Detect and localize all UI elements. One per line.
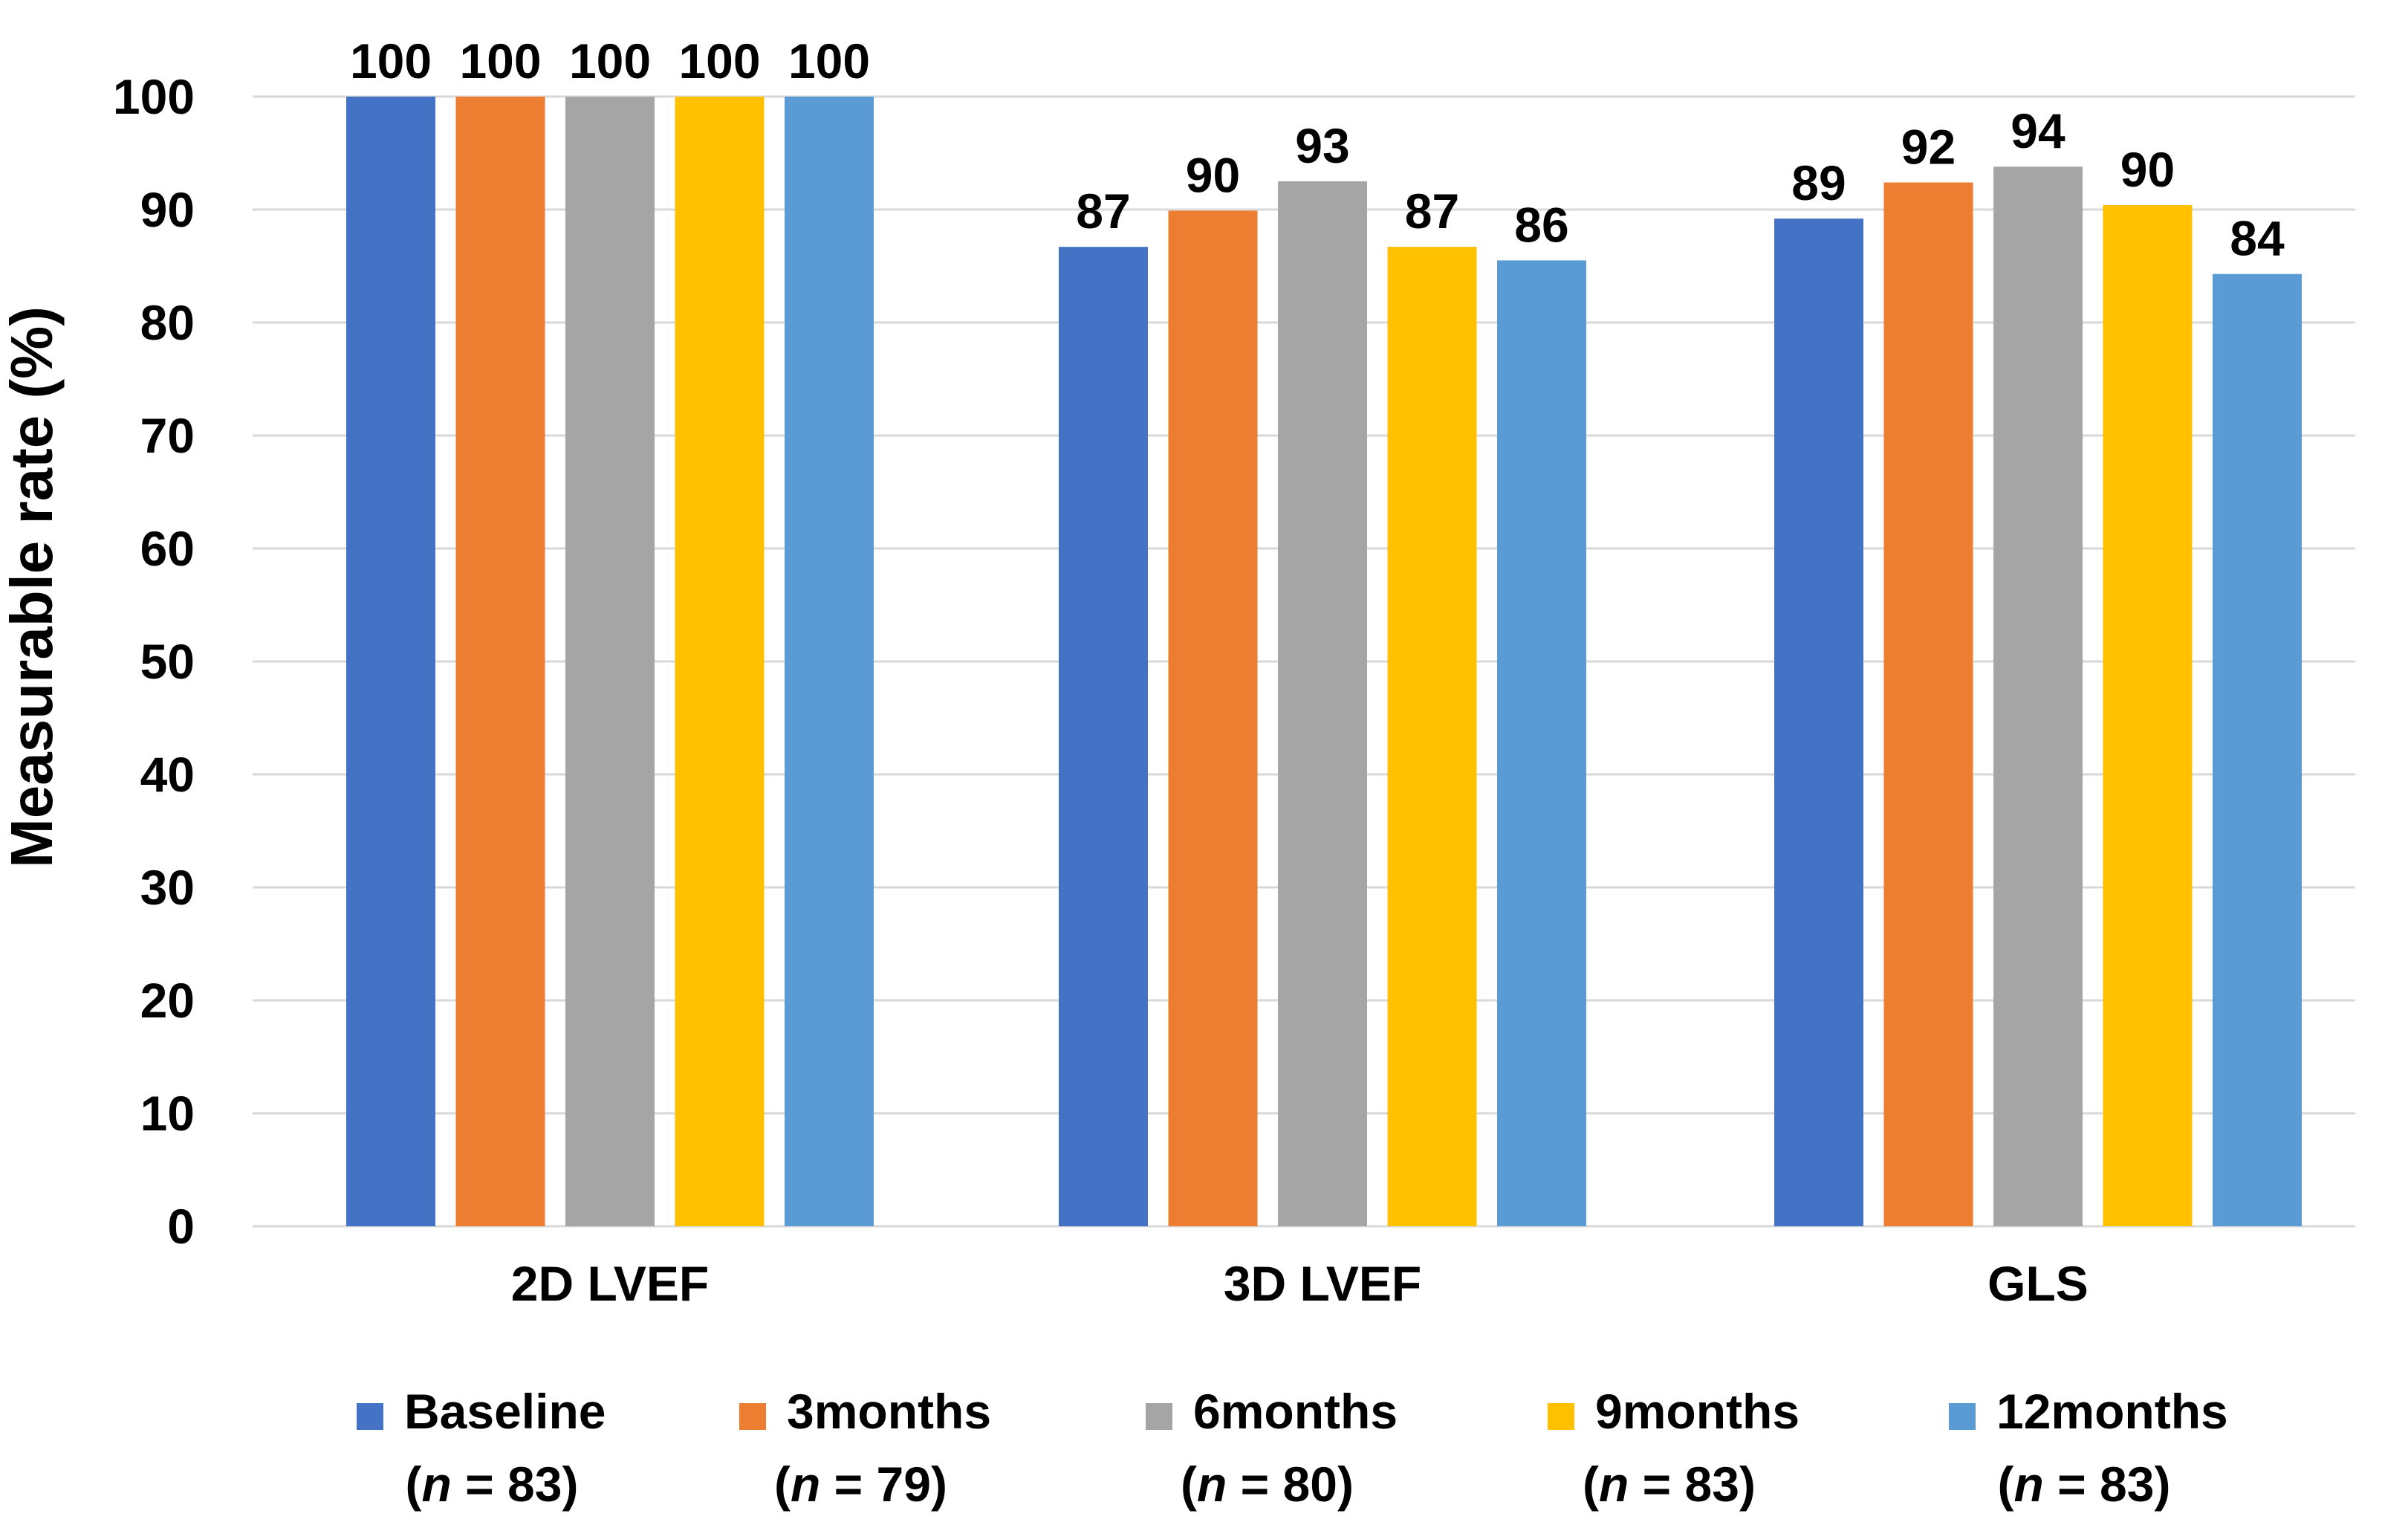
bar-3d-lvef-12months [1497, 260, 1586, 1226]
legend-sample-size: (n = 83) [406, 1457, 579, 1512]
y-tick-label: 60 [140, 521, 195, 576]
data-label: 86 [1514, 197, 1568, 252]
legend: Baseline (n = 83) 3months (n = 79) 6months (n… [357, 1384, 2228, 1512]
legend-sample-size: (n = 83) [1998, 1457, 2171, 1512]
bar-3d-lvef-9months [1387, 247, 1477, 1226]
data-label: 100 [569, 33, 651, 88]
data-label: 84 [2230, 211, 2285, 266]
bar-2d-lvef-12months [785, 97, 874, 1226]
legend-swatch [739, 1403, 766, 1430]
bars [346, 97, 2302, 1227]
x-category-label: 3D LVEF [1224, 1256, 1421, 1311]
legend-sample-size: (n = 80) [1181, 1457, 1354, 1512]
bar-2d-lvef-3months [455, 97, 545, 1226]
legend-item-12months: 12months (n = 83) [1949, 1384, 2228, 1512]
legend-sample-size: (n = 79) [774, 1457, 947, 1512]
y-tick-label: 70 [140, 408, 195, 463]
legend-swatch [1548, 1403, 1574, 1430]
bar-3d-lvef-baseline [1059, 247, 1148, 1226]
data-label: 90 [1186, 148, 1240, 203]
y-axis-ticks: 0 10 20 30 40 50 60 70 80 90 100 [113, 69, 195, 1254]
legend-name: 12months [1996, 1384, 2228, 1439]
legend-item-6months: 6months (n = 80) [1146, 1384, 1398, 1512]
legend-item-baseline: Baseline (n = 83) [357, 1384, 606, 1512]
data-label: 87 [1405, 184, 1459, 239]
x-category-label: GLS [1987, 1256, 2089, 1311]
y-tick-label: 0 [167, 1199, 195, 1254]
y-tick-label: 40 [140, 747, 195, 802]
bar-3d-lvef-3months [1168, 210, 1258, 1226]
data-label: 100 [350, 33, 432, 88]
data-label: 93 [1295, 118, 1349, 173]
y-tick-label: 90 [140, 182, 195, 237]
legend-sample-size: (n = 83) [1583, 1457, 1756, 1512]
bar-gls-9months [2103, 204, 2193, 1226]
y-tick-label: 80 [140, 295, 195, 350]
bar-2d-lvef-9months [675, 97, 765, 1226]
legend-name: 3months [787, 1384, 991, 1439]
y-tick-label: 30 [140, 860, 195, 915]
bar-2d-lvef-6months [565, 97, 655, 1226]
legend-name: 6months [1193, 1384, 1398, 1439]
data-label: 89 [1791, 155, 1846, 210]
legend-swatch [1949, 1403, 1976, 1430]
legend-item-3months: 3months (n = 79) [739, 1384, 991, 1512]
data-label: 100 [678, 33, 760, 88]
bar-3d-lvef-6months [1278, 181, 1367, 1226]
data-label: 94 [2011, 103, 2065, 158]
x-category-label: 2D LVEF [511, 1256, 709, 1311]
bar-gls-6months [1993, 166, 2083, 1227]
data-label: 100 [459, 33, 541, 88]
data-labels: 100 87 89 100 90 92 100 93 94 100 87 90 100 86 84 [350, 33, 2285, 266]
bar-gls-baseline [1774, 218, 1863, 1226]
legend-item-9months: 9months (n = 83) [1548, 1384, 1799, 1512]
y-tick-label: 50 [140, 634, 195, 689]
y-tick-label: 100 [113, 69, 195, 124]
y-tick-label: 20 [140, 973, 195, 1028]
legend-name: 9months [1595, 1384, 1799, 1439]
bar-gls-12months [2213, 273, 2302, 1226]
bar-2d-lvef-baseline [346, 97, 435, 1226]
bar-gls-3months [1883, 182, 1973, 1226]
data-label: 92 [1901, 120, 1956, 175]
legend-name: Baseline [404, 1384, 606, 1439]
data-label: 100 [788, 33, 870, 88]
y-tick-label: 10 [140, 1086, 195, 1141]
x-axis-categories: 2D LVEF 3D LVEF GLS [511, 1256, 2089, 1311]
data-label: 90 [2120, 142, 2175, 197]
legend-swatch [1146, 1403, 1172, 1430]
y-axis-label: Measurable rate (%) [0, 306, 65, 868]
legend-swatch [357, 1403, 383, 1430]
data-label: 87 [1076, 184, 1130, 239]
